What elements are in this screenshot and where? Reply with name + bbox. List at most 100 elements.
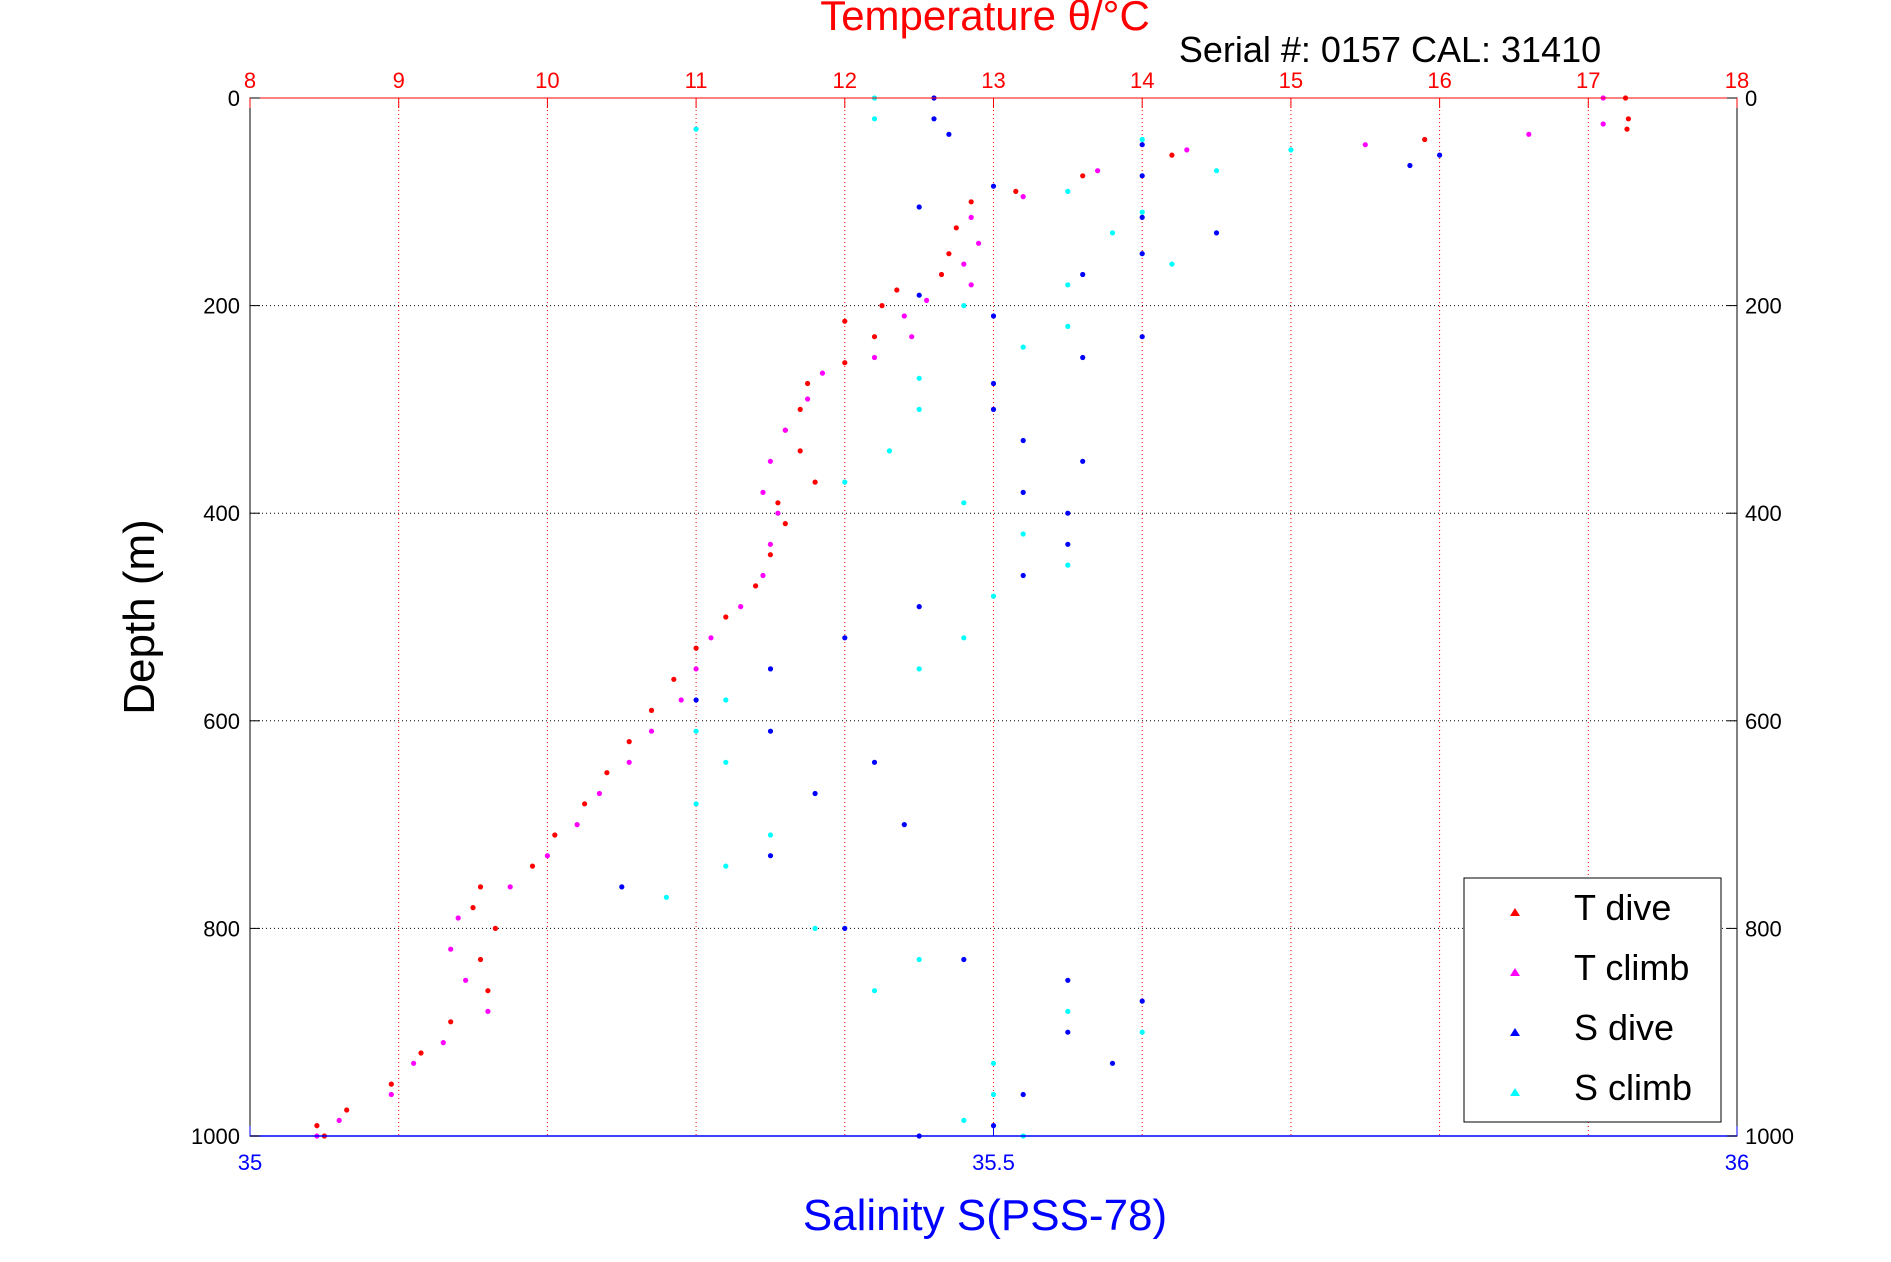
- s-climb-point: [961, 1117, 967, 1123]
- salinity-tick-label: 36: [1725, 1150, 1749, 1175]
- depth-tick-label: 800: [203, 916, 240, 941]
- s-climb-point: [1065, 323, 1071, 329]
- s-dive-point: [1065, 1029, 1071, 1035]
- t-dive-point: [1013, 188, 1019, 194]
- t-climb-point: [782, 427, 788, 433]
- s-climb-point: [1020, 531, 1026, 537]
- legend-label-t-dive: T dive: [1574, 887, 1671, 928]
- s-climb-point: [1139, 209, 1145, 215]
- salinity-tick-label: 35.5: [972, 1150, 1015, 1175]
- t-dive-point: [492, 925, 498, 932]
- s-climb-point: [886, 448, 893, 454]
- legend: T dive T climb S dive S climb: [1463, 877, 1722, 1123]
- s-climb-point: [693, 126, 699, 132]
- legend-label-s-dive: S dive: [1574, 1007, 1674, 1048]
- s-climb-point: [1065, 1008, 1071, 1015]
- s-dive-point: [767, 666, 774, 672]
- x-axis-label: Salinity S(PSS-78): [803, 1191, 1167, 1240]
- t-climb-point: [1184, 147, 1190, 153]
- depth-tick-label: 0: [1745, 86, 1757, 111]
- t-climb-point: [871, 354, 878, 361]
- t-climb-point: [411, 1060, 417, 1066]
- y-axis-label: Depth (m): [115, 519, 164, 715]
- depth-tick-label: 400: [1745, 501, 1782, 526]
- temperature-tick-label: 11: [685, 68, 708, 93]
- s-climb-point: [1139, 1029, 1145, 1035]
- s-dive-point: [1139, 251, 1145, 257]
- data-points: [314, 95, 1631, 1139]
- t-climb-point: [648, 728, 655, 734]
- salinity-tick-label: 35: [238, 1150, 262, 1175]
- depth-tick-label: 800: [1745, 916, 1782, 941]
- s-dive-point: [990, 1123, 997, 1129]
- depth-tick-label: 0: [228, 86, 240, 111]
- t-climb-point: [507, 884, 513, 890]
- s-dive-point: [1139, 998, 1145, 1004]
- t-dive-point: [782, 521, 788, 527]
- s-climb-point: [916, 406, 922, 412]
- s-dive-point: [946, 131, 952, 137]
- temperature-tick-label: 9: [393, 68, 405, 93]
- s-dive-point: [1020, 572, 1026, 579]
- s-climb-point: [990, 1091, 997, 1098]
- s-dive-point: [1020, 489, 1026, 495]
- t-dive-point: [485, 988, 491, 994]
- s-climb-point: [1109, 230, 1116, 236]
- s-climb-point: [1139, 136, 1145, 143]
- s-dive-point: [1139, 142, 1145, 148]
- t-dive-point: [1080, 173, 1086, 179]
- s-climb-point: [1065, 562, 1071, 568]
- t-dive-point: [812, 479, 818, 485]
- t-dive-point: [626, 739, 632, 745]
- s-climb-point: [916, 375, 922, 381]
- depth-tick-label: 200: [1745, 294, 1782, 319]
- t-climb-point: [1600, 121, 1606, 127]
- s-dive-point: [1065, 510, 1071, 516]
- s-dive-point: [767, 728, 774, 734]
- legend-marker-s-climb: [1510, 1088, 1520, 1096]
- t-climb-point: [1526, 131, 1532, 137]
- t-dive-point: [477, 884, 484, 890]
- s-dive-point: [842, 635, 848, 641]
- s-climb-point: [842, 479, 848, 485]
- t-dive-point: [693, 645, 699, 651]
- t-climb-point: [924, 297, 930, 303]
- s-climb-point: [1213, 168, 1220, 174]
- t-dive-point: [582, 801, 588, 807]
- t-climb-point: [909, 334, 915, 340]
- s-dive-point: [1109, 1060, 1116, 1066]
- s-dive-point: [1080, 354, 1086, 361]
- t-climb-point: [463, 977, 469, 983]
- t-climb-point: [1095, 168, 1101, 174]
- t-climb-point: [678, 697, 684, 703]
- t-climb-point: [440, 1040, 446, 1046]
- depth-tick-label: 1000: [1745, 1124, 1794, 1149]
- t-dive-point: [344, 1107, 350, 1113]
- t-climb-point: [544, 853, 551, 859]
- t-dive-point: [879, 303, 885, 309]
- t-dive-point: [805, 380, 811, 387]
- t-dive-point: [388, 1081, 394, 1087]
- t-climb-point: [805, 396, 811, 402]
- s-climb-point: [961, 500, 967, 506]
- t-dive-point: [671, 676, 677, 682]
- s-climb-point: [812, 925, 818, 932]
- t-climb-point: [596, 790, 603, 797]
- s-dive-point: [990, 183, 997, 189]
- legend-label-t-climb: T climb: [1574, 947, 1689, 988]
- temperature-tick-label: 17: [1576, 68, 1600, 93]
- t-dive-point: [418, 1050, 424, 1056]
- t-dive-point: [1625, 116, 1631, 122]
- s-climb-point: [871, 116, 878, 122]
- t-climb-point: [693, 666, 699, 672]
- legend-marker-t-dive: [1510, 908, 1520, 916]
- t-climb-point: [1020, 194, 1026, 200]
- t-dive-point: [648, 707, 655, 714]
- s-climb-point: [990, 593, 997, 599]
- t-dive-point: [477, 956, 484, 963]
- t-climb-point: [760, 489, 766, 495]
- legend-box: [1463, 877, 1722, 1123]
- legend-label-s-climb: S climb: [1574, 1067, 1692, 1108]
- t-climb-point: [968, 282, 974, 288]
